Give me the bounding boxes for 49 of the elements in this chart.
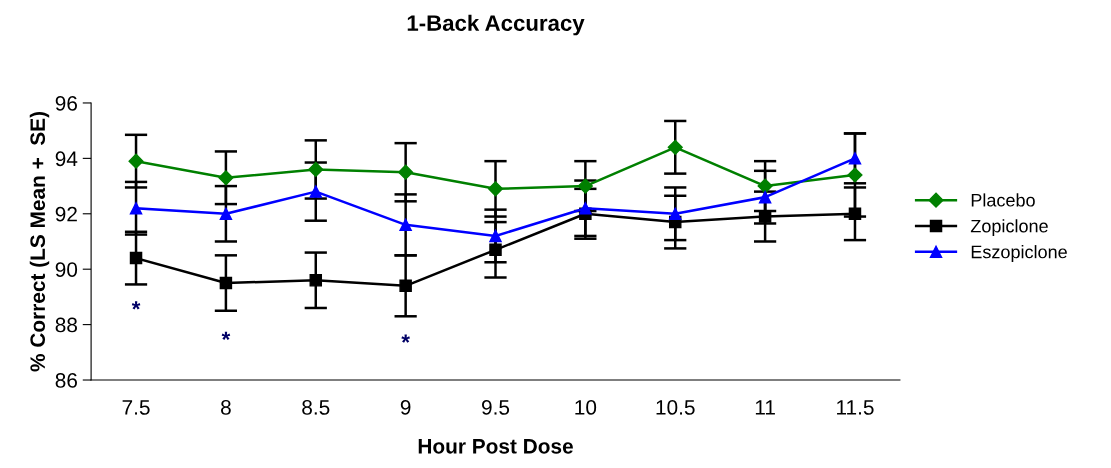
- x-tick-label: 10.5: [656, 400, 695, 415]
- point: [399, 279, 412, 293]
- annotation: *: [221, 331, 231, 340]
- annotation: *: [131, 301, 141, 310]
- point: [667, 139, 683, 155]
- annotation: *: [401, 334, 410, 343]
- point: [848, 152, 862, 165]
- x-tick-label: 11.5: [837, 400, 874, 415]
- point: [487, 181, 504, 197]
- y-axis-title: % Correct (LS Mean + SE): [29, 111, 50, 372]
- point: [128, 153, 144, 169]
- point: [219, 207, 233, 221]
- legend-label: Zopiclone: [970, 219, 1048, 237]
- x-tick-label: 8: [221, 400, 231, 415]
- point: [757, 178, 773, 194]
- y-tick-label: 94: [55, 151, 78, 167]
- point: [668, 207, 682, 221]
- y-tick-label: 92: [55, 206, 77, 222]
- point: [218, 170, 234, 186]
- x-tick-label: 10: [575, 400, 597, 415]
- point: [308, 161, 324, 178]
- chart-title: 1-Back Accuracy: [407, 14, 585, 36]
- point: [129, 251, 143, 265]
- point: [399, 218, 412, 232]
- point: [489, 243, 502, 257]
- x-tick-label: 9.5: [482, 400, 510, 415]
- point: [489, 229, 502, 243]
- point: [309, 274, 323, 287]
- point: [847, 167, 863, 183]
- x-tick-label: 7.5: [122, 400, 150, 415]
- point: [577, 178, 593, 194]
- x-axis-title: Hour Post Dose: [418, 439, 573, 454]
- point: [129, 201, 143, 215]
- y-tick-label: 88: [55, 317, 77, 333]
- x-tick-label: 8.5: [302, 400, 330, 415]
- y-tick-label: 90: [55, 262, 78, 277]
- x-tick-label: 9: [400, 400, 411, 415]
- point: [309, 185, 323, 198]
- point: [758, 210, 772, 223]
- point: [579, 201, 592, 215]
- legend-label: Eszopiclone: [971, 245, 1067, 262]
- point: [848, 207, 862, 221]
- point: [758, 190, 772, 204]
- y-tick-label: 86: [55, 373, 77, 388]
- x-tick-label: 11: [755, 400, 775, 415]
- point: [219, 276, 233, 290]
- legend-label: Placebo: [971, 193, 1035, 207]
- y-tick-label: 96: [55, 95, 77, 111]
- point: [398, 164, 414, 180]
